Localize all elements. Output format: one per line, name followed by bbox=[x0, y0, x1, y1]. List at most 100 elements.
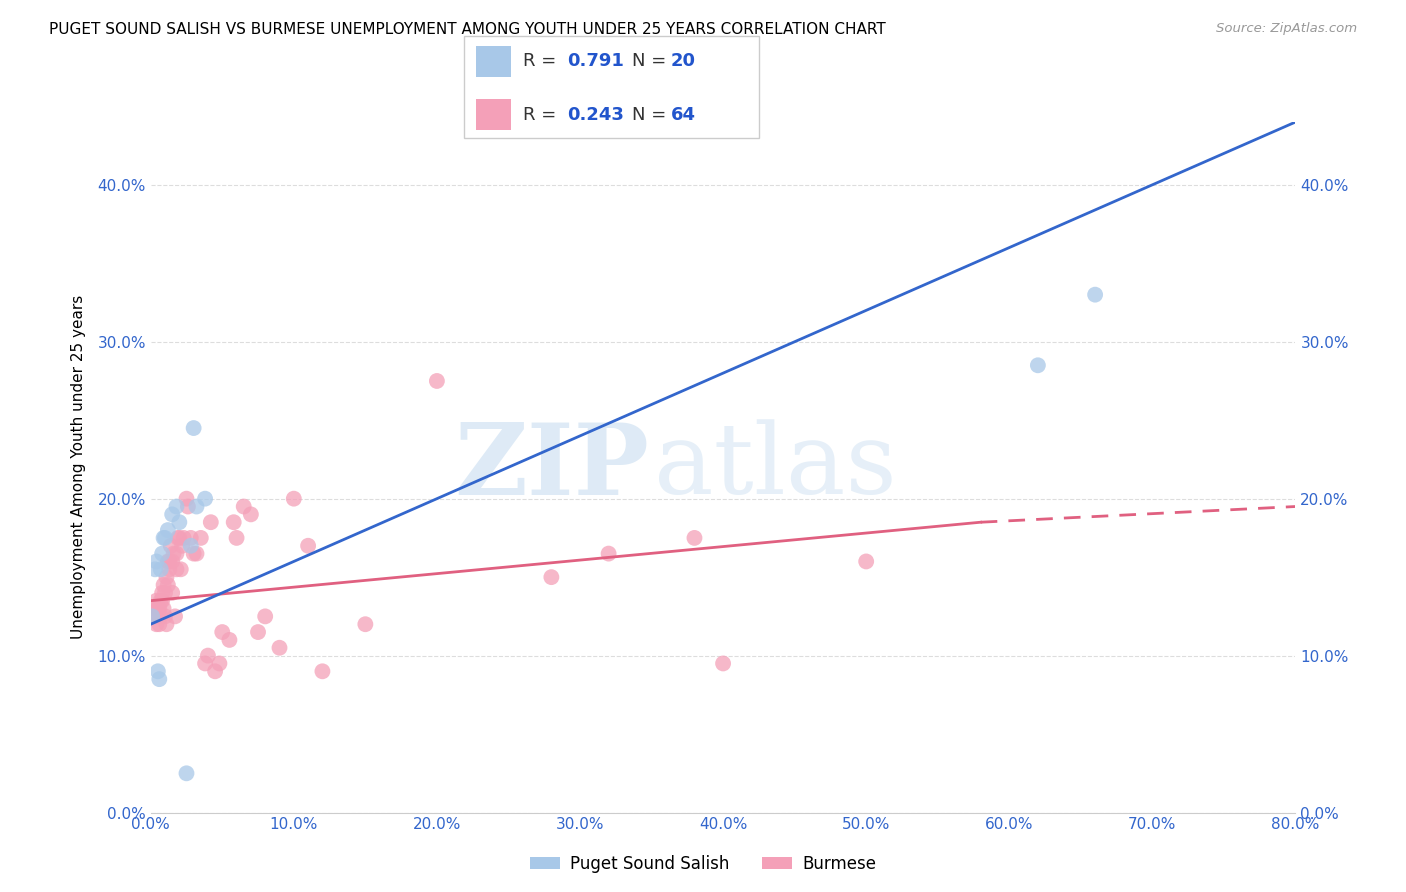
Point bbox=[148, 601, 170, 615]
Point bbox=[155, 570, 177, 584]
Point bbox=[155, 617, 177, 632]
Point bbox=[204, 665, 226, 679]
Point bbox=[142, 601, 165, 615]
Point bbox=[180, 539, 202, 553]
Point bbox=[180, 531, 202, 545]
Point bbox=[354, 617, 377, 632]
Legend: Puget Sound Salish, Burmese: Puget Sound Salish, Burmese bbox=[523, 848, 883, 880]
Point bbox=[156, 523, 179, 537]
Point bbox=[166, 562, 188, 576]
Y-axis label: Unemployment Among Youth under 25 years: Unemployment Among Youth under 25 years bbox=[72, 295, 86, 640]
Point bbox=[176, 491, 198, 506]
Text: 20: 20 bbox=[671, 53, 696, 70]
Point bbox=[183, 547, 205, 561]
Point bbox=[855, 554, 877, 568]
Point bbox=[169, 531, 191, 545]
Point bbox=[145, 593, 167, 607]
Point bbox=[160, 554, 183, 568]
Point bbox=[297, 539, 319, 553]
Point bbox=[283, 491, 305, 506]
Point bbox=[148, 617, 170, 632]
Text: 0.791: 0.791 bbox=[568, 53, 624, 70]
Point bbox=[163, 609, 186, 624]
Point bbox=[156, 578, 179, 592]
Text: PUGET SOUND SALISH VS BURMESE UNEMPLOYMENT AMONG YOUTH UNDER 25 YEARS CORRELATIO: PUGET SOUND SALISH VS BURMESE UNEMPLOYME… bbox=[49, 22, 886, 37]
Point bbox=[146, 609, 169, 624]
Point bbox=[153, 531, 176, 545]
Point bbox=[711, 657, 734, 671]
Text: ZIP: ZIP bbox=[454, 418, 648, 516]
Point bbox=[156, 554, 179, 568]
FancyBboxPatch shape bbox=[475, 46, 512, 77]
Point bbox=[311, 665, 333, 679]
Point bbox=[143, 562, 166, 576]
Point bbox=[232, 500, 254, 514]
Point bbox=[167, 531, 190, 545]
Point bbox=[200, 515, 222, 529]
Point bbox=[148, 672, 170, 686]
Point bbox=[208, 657, 231, 671]
Point bbox=[239, 508, 262, 522]
Point bbox=[172, 539, 194, 553]
Text: atlas: atlas bbox=[654, 419, 897, 516]
Point bbox=[157, 554, 180, 568]
Point bbox=[269, 640, 291, 655]
Text: R =: R = bbox=[523, 105, 562, 124]
Point bbox=[152, 601, 174, 615]
Point bbox=[166, 500, 188, 514]
Point bbox=[149, 562, 172, 576]
Text: 64: 64 bbox=[671, 105, 696, 124]
Text: R =: R = bbox=[523, 53, 562, 70]
Point bbox=[170, 562, 193, 576]
Point bbox=[153, 586, 176, 600]
Point bbox=[166, 547, 188, 561]
FancyBboxPatch shape bbox=[464, 36, 759, 138]
Point bbox=[143, 609, 166, 624]
Point bbox=[152, 531, 174, 545]
Point bbox=[177, 500, 200, 514]
Point bbox=[159, 539, 181, 553]
Point bbox=[194, 657, 217, 671]
Point bbox=[183, 421, 205, 435]
Point bbox=[218, 632, 240, 647]
Point bbox=[149, 609, 172, 624]
Point bbox=[186, 500, 208, 514]
Point bbox=[160, 586, 183, 600]
Point bbox=[153, 609, 176, 624]
Point bbox=[194, 491, 217, 506]
Point bbox=[211, 625, 233, 640]
FancyBboxPatch shape bbox=[475, 99, 512, 130]
Point bbox=[190, 531, 212, 545]
Text: Source: ZipAtlas.com: Source: ZipAtlas.com bbox=[1216, 22, 1357, 36]
Point bbox=[540, 570, 562, 584]
Point bbox=[225, 531, 247, 545]
Point bbox=[146, 665, 169, 679]
Point bbox=[141, 609, 163, 624]
Point bbox=[152, 578, 174, 592]
Point bbox=[150, 547, 173, 561]
Point bbox=[247, 625, 270, 640]
Point bbox=[169, 515, 191, 529]
Point bbox=[222, 515, 245, 529]
Point bbox=[176, 766, 198, 780]
Point bbox=[160, 508, 183, 522]
Text: N =: N = bbox=[633, 53, 672, 70]
Point bbox=[1026, 359, 1049, 373]
Point bbox=[426, 374, 449, 388]
Point bbox=[146, 601, 169, 615]
Point bbox=[197, 648, 219, 663]
Point bbox=[683, 531, 706, 545]
Point bbox=[150, 586, 173, 600]
Point bbox=[157, 562, 180, 576]
Text: 0.243: 0.243 bbox=[568, 105, 624, 124]
Point bbox=[254, 609, 277, 624]
Point bbox=[149, 593, 172, 607]
Point bbox=[145, 554, 167, 568]
Point bbox=[598, 547, 620, 561]
Point bbox=[173, 531, 195, 545]
Point bbox=[186, 547, 208, 561]
Point bbox=[145, 617, 167, 632]
Point bbox=[1084, 287, 1107, 301]
Point bbox=[162, 547, 184, 561]
Point bbox=[150, 593, 173, 607]
